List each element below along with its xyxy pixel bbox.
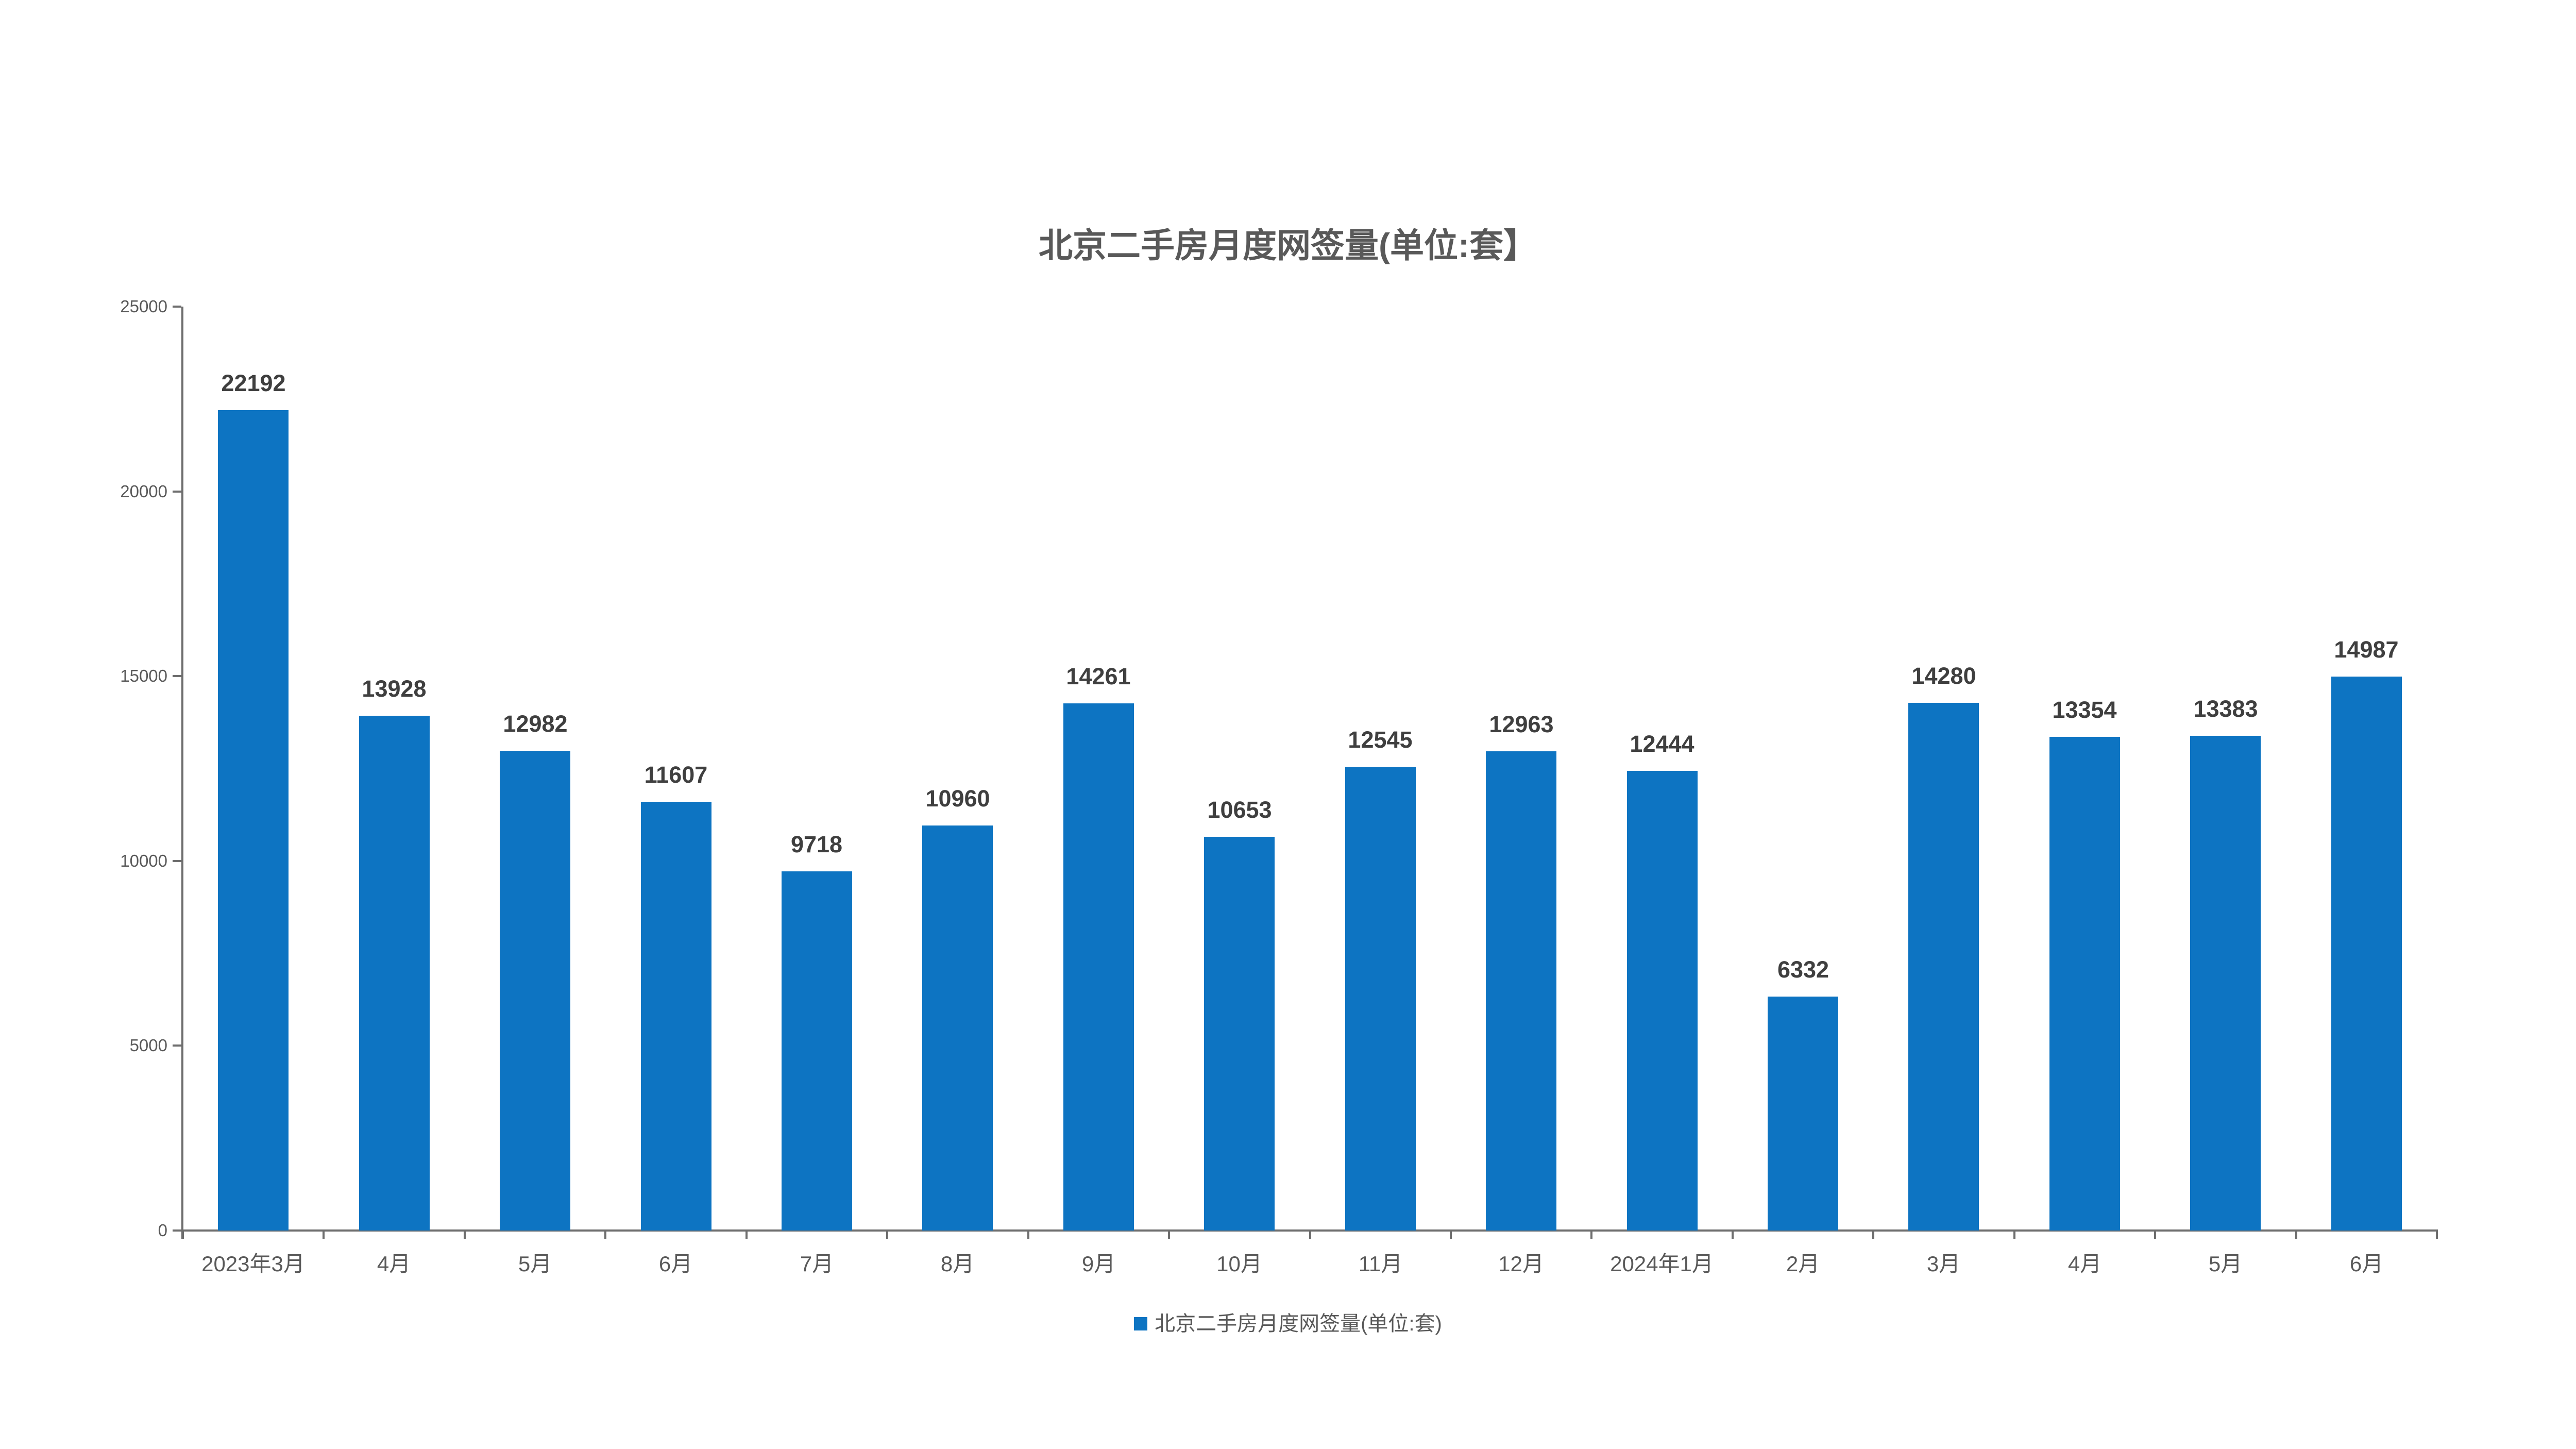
x-axis-tick xyxy=(323,1231,325,1239)
bar xyxy=(359,716,430,1231)
bar-value-label: 10960 xyxy=(925,785,990,812)
x-axis-label: 11月 xyxy=(1358,1252,1403,1276)
x-axis-tick xyxy=(1168,1231,1171,1239)
x-axis-label: 2月 xyxy=(1786,1252,1820,1276)
x-axis-label: 10月 xyxy=(1216,1252,1262,1276)
bar xyxy=(2331,677,2402,1231)
bar xyxy=(641,802,711,1231)
legend-label: 北京二手房月度网签量(单位:套) xyxy=(1155,1312,1442,1335)
bar xyxy=(2049,737,2120,1231)
y-axis-label: 10000 xyxy=(120,851,167,870)
x-axis-tick xyxy=(1731,1231,1734,1239)
y-axis-tick xyxy=(173,860,181,862)
x-axis-label: 2024年1月 xyxy=(1610,1252,1714,1276)
y-axis-tick xyxy=(173,675,181,678)
bar-value-label: 9718 xyxy=(790,831,843,857)
x-axis-label: 2023年3月 xyxy=(201,1252,305,1276)
bar xyxy=(500,751,570,1231)
bar-value-label: 13383 xyxy=(2193,696,2258,722)
x-axis-label: 5月 xyxy=(518,1252,552,1276)
x-axis-tick xyxy=(1309,1231,1311,1239)
y-axis-label: 20000 xyxy=(120,481,167,501)
y-axis-label: 15000 xyxy=(120,666,167,686)
x-axis-label: 5月 xyxy=(2208,1252,2243,1276)
y-axis-tick xyxy=(173,490,181,493)
x-axis-label: 7月 xyxy=(800,1252,834,1276)
bar xyxy=(1908,703,1979,1231)
legend-swatch xyxy=(1134,1317,1148,1330)
y-axis-label: 5000 xyxy=(129,1036,167,1055)
bar xyxy=(2190,736,2261,1231)
x-axis-tick xyxy=(1027,1231,1029,1239)
x-axis-tick xyxy=(1449,1231,1452,1239)
x-axis-label: 6月 xyxy=(658,1252,693,1276)
x-axis-tick xyxy=(1872,1231,1875,1239)
bar-value-label: 12545 xyxy=(1348,727,1413,753)
bar-value-label: 10653 xyxy=(1207,797,1272,823)
bar-value-label: 12982 xyxy=(503,711,568,737)
bar-value-label: 6332 xyxy=(1777,956,1829,983)
bar xyxy=(1486,751,1556,1231)
x-axis-tick xyxy=(463,1231,466,1239)
bar-value-label: 12963 xyxy=(1489,711,1554,737)
y-axis-tick xyxy=(173,306,181,308)
bar xyxy=(1063,703,1134,1231)
bar-value-label: 22192 xyxy=(221,370,286,396)
x-axis-label: 12月 xyxy=(1498,1252,1544,1276)
y-axis-tick xyxy=(173,1229,181,1232)
x-axis-tick xyxy=(886,1231,889,1239)
chart-title: 北京二手房月度网签量(单位:套】 xyxy=(1039,226,1537,264)
bar-value-label: 13354 xyxy=(2052,697,2117,723)
bar xyxy=(218,410,289,1231)
bar xyxy=(782,871,852,1231)
bar-value-label: 11607 xyxy=(644,762,708,788)
bar xyxy=(1345,767,1416,1231)
y-axis-label: 0 xyxy=(158,1221,167,1240)
x-axis-label: 8月 xyxy=(940,1252,975,1276)
bar-value-label: 14261 xyxy=(1066,663,1131,689)
x-axis-tick xyxy=(2295,1231,2297,1239)
x-axis-label: 6月 xyxy=(2349,1252,2384,1276)
x-axis-label: 3月 xyxy=(1926,1252,1961,1276)
legend: 北京二手房月度网签量(单位:套) xyxy=(0,1312,2576,1336)
y-axis-line xyxy=(181,307,183,1239)
bar-value-label: 14280 xyxy=(1911,663,1976,689)
y-axis-label: 25000 xyxy=(120,297,167,316)
bar xyxy=(1627,771,1698,1231)
x-axis-tick xyxy=(182,1231,184,1239)
x-axis-tick xyxy=(2436,1231,2438,1239)
x-axis-tick xyxy=(604,1231,607,1239)
bar-value-label: 12444 xyxy=(1630,731,1694,757)
x-axis-tick xyxy=(745,1231,748,1239)
bar-value-label: 14987 xyxy=(2334,636,2399,663)
x-axis-tick xyxy=(2154,1231,2157,1239)
bar xyxy=(1768,997,1838,1231)
x-axis-label: 4月 xyxy=(2067,1252,2102,1276)
x-axis-label: 9月 xyxy=(1081,1252,1116,1276)
bar-value-label: 13928 xyxy=(362,676,427,702)
x-axis-tick xyxy=(1590,1231,1593,1239)
bar xyxy=(922,825,993,1231)
y-axis-tick xyxy=(173,1044,181,1047)
x-axis-label: 4月 xyxy=(377,1252,411,1276)
bar xyxy=(1204,837,1275,1231)
x-axis-tick xyxy=(2013,1231,2015,1239)
